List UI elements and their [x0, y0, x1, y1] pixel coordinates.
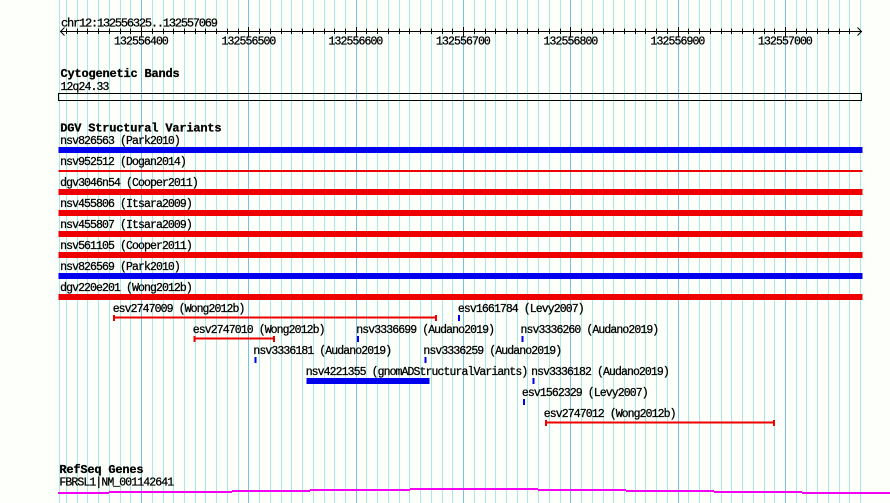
svg-text:nsv561105 (Cooper2011): nsv561105 (Cooper2011)	[60, 240, 192, 253]
svg-text:esv1661784 (Levy2007): esv1661784 (Levy2007)	[458, 303, 584, 316]
svg-text:RefSeq Genes: RefSeq Genes	[59, 463, 143, 477]
svg-text:dgv220e201 (Wong2012b): dgv220e201 (Wong2012b)	[60, 282, 192, 295]
svg-text:132556700: 132556700	[436, 36, 491, 49]
svg-text:esv2747010 (Wong2012b): esv2747010 (Wong2012b)	[193, 324, 325, 337]
svg-text:nsv826569 (Park2010): nsv826569 (Park2010)	[60, 261, 180, 274]
svg-text:132556600: 132556600	[329, 36, 384, 49]
svg-text:nsv3336260 (Audano2019): nsv3336260 (Audano2019)	[521, 324, 659, 337]
svg-text:12q24.33: 12q24.33	[61, 81, 110, 94]
svg-text:nsv3336181 (Audano2019): nsv3336181 (Audano2019)	[253, 345, 391, 358]
svg-text:nsv455806 (Itsara2009): nsv455806 (Itsara2009)	[60, 198, 192, 211]
svg-text:nsv4221355 (gnomADStructuralVa: nsv4221355 (gnomADStructuralVariants)	[306, 366, 528, 379]
svg-text:132556900: 132556900	[651, 36, 706, 49]
svg-text:nsv455807 (Itsara2009): nsv455807 (Itsara2009)	[60, 219, 192, 232]
svg-text:nsv3336182 (Audano2019): nsv3336182 (Audano2019)	[531, 366, 669, 379]
svg-text:DGV Structural Variants: DGV Structural Variants	[60, 122, 221, 136]
svg-text:132556500: 132556500	[222, 36, 277, 49]
svg-text:132556400: 132556400	[114, 36, 169, 49]
svg-text:esv2747009 (Wong2012b): esv2747009 (Wong2012b)	[113, 303, 245, 316]
svg-text:dgv3046n54 (Cooper2011): dgv3046n54 (Cooper2011)	[60, 177, 198, 190]
svg-text:nsv952512 (Dogan2014): nsv952512 (Dogan2014)	[60, 156, 186, 169]
svg-text:132556800: 132556800	[544, 36, 599, 49]
svg-text:nsv3336699 (Audano2019): nsv3336699 (Audano2019)	[356, 324, 494, 337]
svg-text:Cytogenetic Bands: Cytogenetic Bands	[61, 67, 180, 81]
svg-text:esv2747012 (Wong2012b): esv2747012 (Wong2012b)	[544, 408, 676, 421]
svg-text:esv1562329 (Levy2007): esv1562329 (Levy2007)	[522, 387, 648, 400]
svg-text:nsv826563 (Park2010): nsv826563 (Park2010)	[60, 135, 180, 148]
svg-text:chr12:132556325..132557069: chr12:132556325..132557069	[61, 17, 218, 31]
svg-text:FBRSL1|NM_001142641: FBRSL1|NM_001142641	[59, 476, 174, 489]
svg-text:nsv3336259 (Audano2019): nsv3336259 (Audano2019)	[423, 345, 561, 358]
svg-text:132557000: 132557000	[758, 36, 813, 49]
